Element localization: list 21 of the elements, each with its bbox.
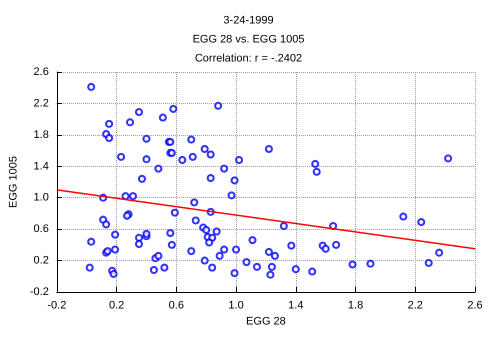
x-tick-label: 0.2 — [108, 300, 124, 312]
chart-title: 3-24-1999 — [223, 14, 274, 26]
text: Correlation: r = -.2402 — [194, 52, 302, 64]
x-tick-label: 1.0 — [228, 300, 244, 312]
x-tick-label: 1.4 — [288, 300, 304, 312]
x-axis-title: EGG 28 — [246, 316, 286, 328]
x-tick-label: -0.2 — [47, 300, 66, 312]
x-tick-label: 1.8 — [348, 300, 364, 312]
x-tick-label: 2.6 — [467, 300, 483, 312]
x-tick-label: 2.2 — [408, 300, 423, 312]
y-tick-label: 1.4 — [34, 160, 49, 172]
x-tick-label: 0.6 — [168, 300, 184, 312]
y-tick-label: 0.2 — [34, 254, 49, 267]
y-tick-label: 2.6 — [34, 66, 49, 78]
y-tick-label: -0.2 — [30, 286, 49, 298]
y-tick-label: 0.6 — [34, 223, 49, 236]
chart-subtitle: EGG 28 vs. EGG 1005 — [192, 34, 304, 46]
y-tick-label: 2.2 — [34, 97, 49, 110]
y-axis-title: EGG 1005 — [8, 156, 20, 208]
y-tick-label: 1.0 — [34, 192, 49, 204]
y-tick-label: 1.8 — [34, 128, 49, 141]
